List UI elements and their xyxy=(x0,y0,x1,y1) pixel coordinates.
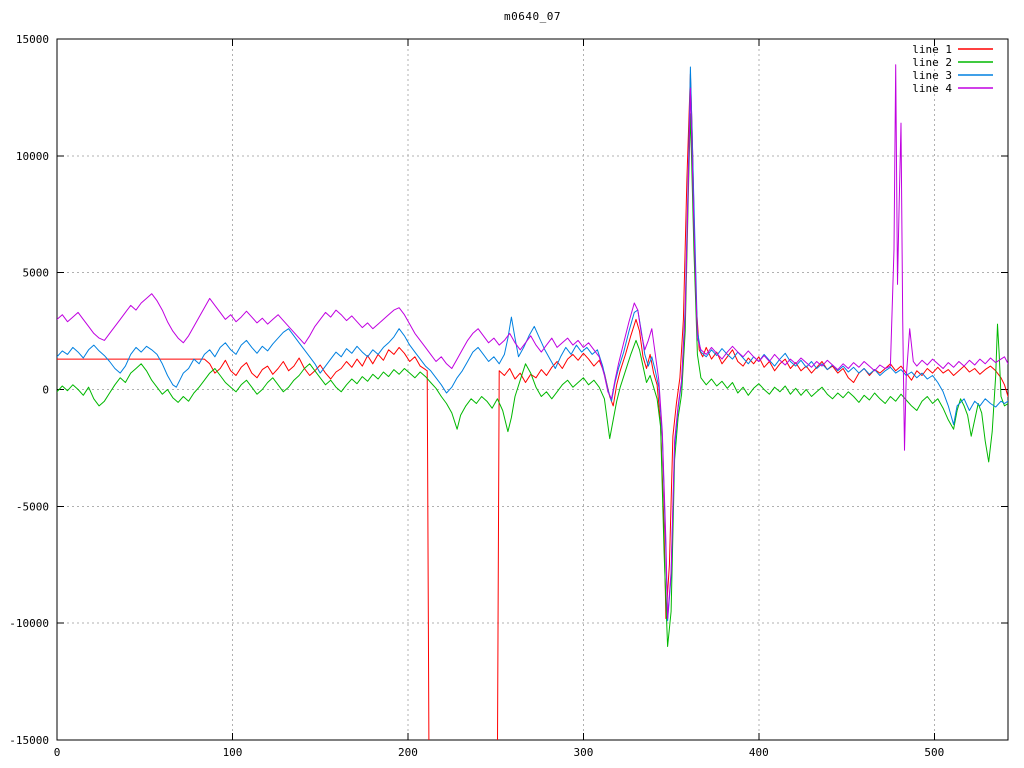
x-tick-label: 200 xyxy=(398,746,418,759)
x-tick-label: 300 xyxy=(573,746,593,759)
legend-label-line-1: line 1 xyxy=(912,43,952,56)
legend-label-line-2: line 2 xyxy=(912,56,952,69)
series-line-3 xyxy=(57,66,1008,622)
y-tick-label: -15000 xyxy=(9,734,49,747)
y-tick-label: -10000 xyxy=(9,617,49,630)
y-tick-label: 0 xyxy=(42,384,49,397)
chart-title: m0640_07 xyxy=(504,10,561,23)
legend-label-line-4: line 4 xyxy=(912,82,952,95)
x-tick-label: 400 xyxy=(749,746,769,759)
x-tick-label: 0 xyxy=(54,746,61,759)
series-line-4 xyxy=(57,64,1008,619)
series-line-2 xyxy=(57,113,1008,647)
x-tick-label: 500 xyxy=(924,746,944,759)
y-tick-label: 10000 xyxy=(16,150,49,163)
y-tick-label: 5000 xyxy=(23,267,50,280)
y-tick-label: 15000 xyxy=(16,33,49,46)
legend-label-line-3: line 3 xyxy=(912,69,952,82)
series-line-1 xyxy=(57,73,1008,740)
x-tick-label: 100 xyxy=(223,746,243,759)
y-tick-label: -5000 xyxy=(16,500,49,513)
